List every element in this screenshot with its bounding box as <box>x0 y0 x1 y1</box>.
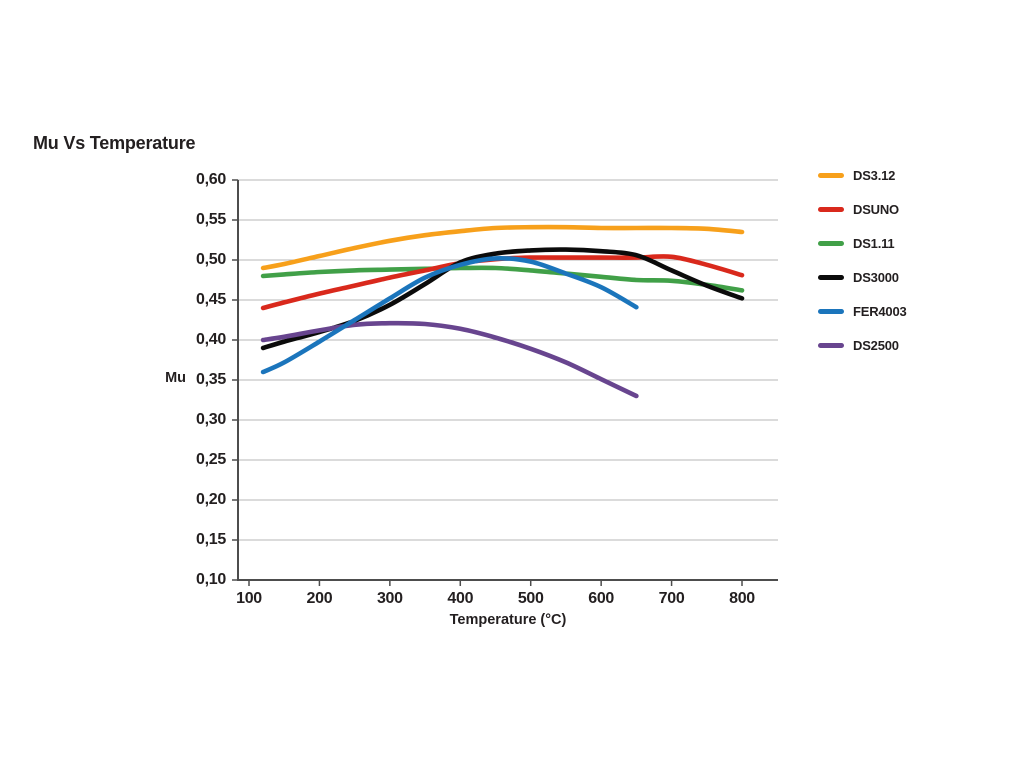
y-tick-label: 0,45 <box>196 291 226 308</box>
chart-title: Mu Vs Temperature <box>33 133 196 153</box>
series-line-DS2500 <box>260 320 639 399</box>
legend-item-DS1.11: DS1.11 <box>818 233 907 253</box>
legend-item-DS3000: DS3000 <box>818 267 907 287</box>
x-tick-label: 100 <box>236 590 262 607</box>
y-tick-label: 0,50 <box>196 251 226 268</box>
y-tick-label: 0,60 <box>196 171 226 188</box>
y-axis-title: Mu <box>165 370 186 386</box>
legend-label: DS2500 <box>853 337 899 353</box>
y-tick-label: 0,55 <box>196 211 226 228</box>
legend-item-DS2500: DS2500 <box>818 335 907 355</box>
legend-label: DS3000 <box>853 269 899 285</box>
series-line-FER4003 <box>260 255 639 375</box>
legend: DS3.12 DSUNO DS1.11 DS3000 FER4003 DS2500 <box>818 165 907 369</box>
x-tick-label: 300 <box>376 590 403 607</box>
legend-swatch-DSUNO <box>818 206 844 212</box>
legend-swatch-FER4003 <box>818 308 844 314</box>
legend-label: FER4003 <box>853 303 907 319</box>
legend-label: DSUNO <box>853 201 899 217</box>
legend-swatch-DS3000 <box>818 274 844 280</box>
y-tick-label: 0,10 <box>196 571 226 588</box>
x-tick-label: 500 <box>517 590 544 607</box>
legend-label: DS1.11 <box>853 235 895 251</box>
x-tick-label: 600 <box>588 590 615 607</box>
x-tick-label: 800 <box>729 590 755 607</box>
legend-swatch-DS1.11 <box>818 240 844 246</box>
legend-item-DSUNO: DSUNO <box>818 199 907 219</box>
y-tick-label: 0,25 <box>196 451 226 468</box>
legend-item-FER4003: FER4003 <box>818 301 907 321</box>
x-tick-label: 400 <box>447 590 474 607</box>
series-line-DS3.12 <box>260 224 745 271</box>
y-tick-label: 0,15 <box>196 531 226 548</box>
y-tick-label: 0,40 <box>196 331 226 348</box>
x-axis-title: Temperature (°C) <box>449 612 567 628</box>
x-tick-label: 700 <box>658 590 685 607</box>
x-tick-label: 200 <box>306 590 333 607</box>
y-tick-label: 0,20 <box>196 491 226 508</box>
legend-label: DS3.12 <box>853 167 896 183</box>
legend-swatch-DS2500 <box>818 342 844 348</box>
axes <box>237 180 778 581</box>
y-tick-label: 0,35 <box>196 371 226 388</box>
series-line-DS1.11 <box>260 265 745 293</box>
legend-swatch-DS3.12 <box>818 172 844 178</box>
legend-item-DS3.12: DS3.12 <box>818 165 907 185</box>
y-tick-label: 0,30 <box>196 411 226 428</box>
